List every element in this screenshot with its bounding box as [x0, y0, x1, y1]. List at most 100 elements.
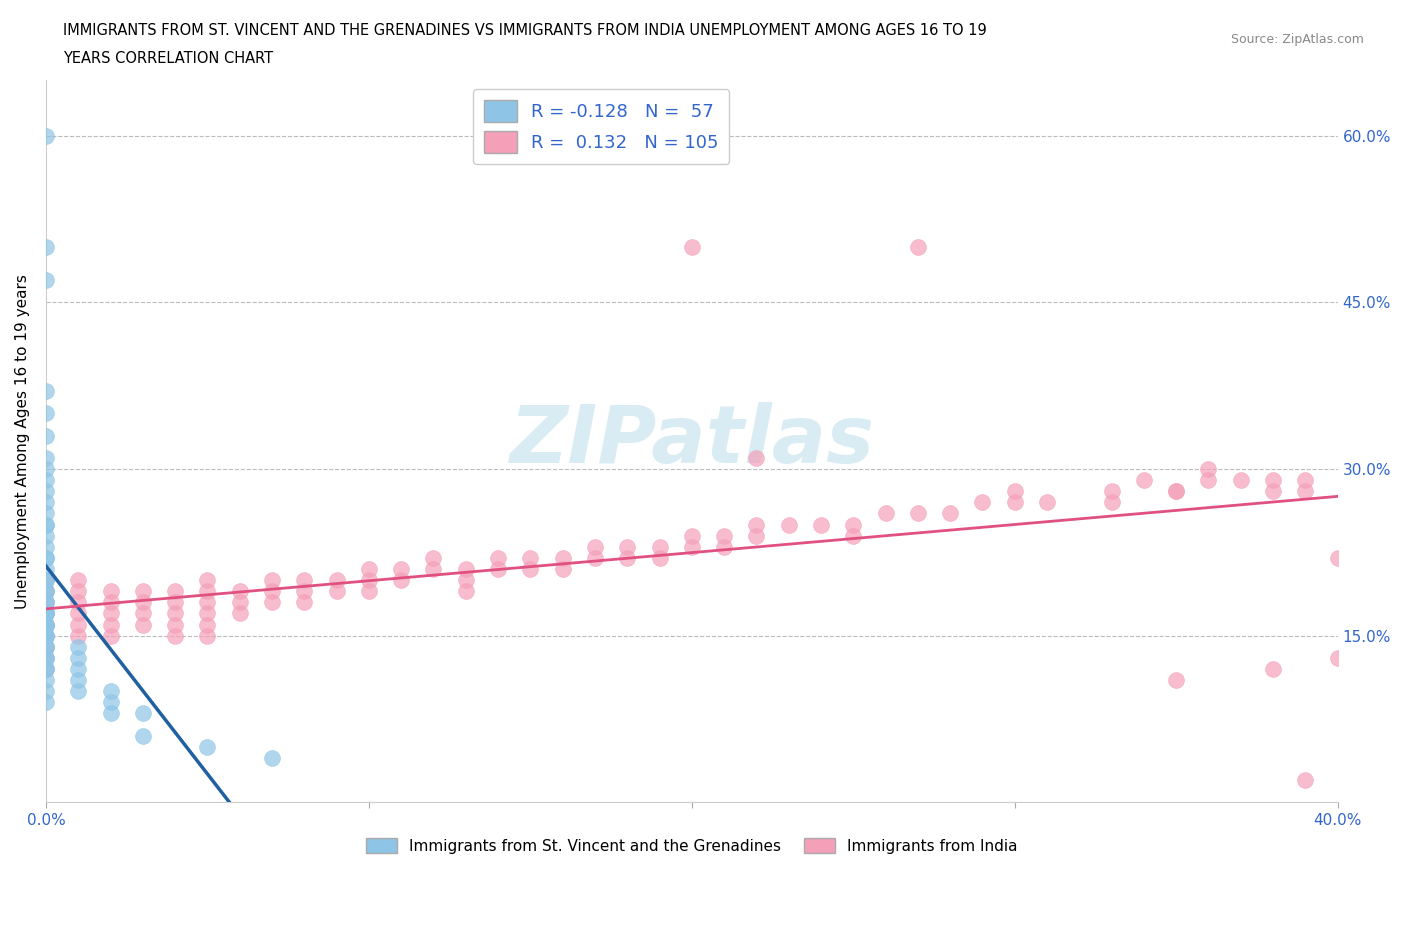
Point: [1294, 484, 1316, 498]
Point: [35, 606, 58, 621]
Point: [35, 551, 58, 565]
Point: [745, 450, 768, 465]
Point: [875, 506, 897, 521]
Point: [1326, 650, 1348, 665]
Point: [165, 606, 187, 621]
Point: [100, 629, 122, 644]
Point: [616, 551, 638, 565]
Point: [1133, 472, 1156, 487]
Point: [35, 650, 58, 665]
Point: [681, 528, 703, 543]
Point: [260, 584, 283, 599]
Point: [745, 528, 768, 543]
Point: [35, 640, 58, 655]
Point: [810, 517, 832, 532]
Point: [35, 128, 58, 143]
Point: [35, 472, 58, 487]
Point: [67, 629, 90, 644]
Point: [228, 606, 250, 621]
Point: [1166, 484, 1188, 498]
Point: [357, 562, 380, 577]
Y-axis label: Unemployment Among Ages 16 to 19 years: Unemployment Among Ages 16 to 19 years: [15, 273, 30, 608]
Point: [165, 595, 187, 610]
Point: [132, 618, 155, 632]
Point: [389, 562, 412, 577]
Point: [67, 606, 90, 621]
Point: [35, 573, 58, 588]
Point: [422, 551, 444, 565]
Point: [132, 706, 155, 721]
Point: [35, 450, 58, 465]
Point: [1261, 472, 1284, 487]
Point: [583, 551, 606, 565]
Text: YEARS CORRELATION CHART: YEARS CORRELATION CHART: [63, 51, 273, 66]
Point: [165, 584, 187, 599]
Point: [292, 595, 315, 610]
Point: [35, 640, 58, 655]
Point: [35, 661, 58, 676]
Point: [1294, 472, 1316, 487]
Point: [519, 562, 541, 577]
Point: [260, 751, 283, 765]
Point: [35, 618, 58, 632]
Point: [35, 551, 58, 565]
Point: [907, 506, 929, 521]
Point: [357, 584, 380, 599]
Point: [35, 595, 58, 610]
Point: [1229, 472, 1251, 487]
Point: [842, 528, 865, 543]
Point: [35, 618, 58, 632]
Point: [35, 528, 58, 543]
Point: [1101, 484, 1123, 498]
Point: [132, 728, 155, 743]
Point: [35, 618, 58, 632]
Point: [519, 551, 541, 565]
Text: ZIPatlas: ZIPatlas: [509, 403, 875, 480]
Point: [35, 618, 58, 632]
Point: [35, 606, 58, 621]
Point: [292, 573, 315, 588]
Point: [486, 551, 509, 565]
Point: [1166, 484, 1188, 498]
Point: [35, 595, 58, 610]
Point: [165, 618, 187, 632]
Point: [35, 239, 58, 254]
Point: [228, 584, 250, 599]
Point: [35, 584, 58, 599]
Point: [260, 573, 283, 588]
Point: [197, 584, 219, 599]
Text: Source: ZipAtlas.com: Source: ZipAtlas.com: [1230, 33, 1364, 46]
Point: [1261, 661, 1284, 676]
Point: [583, 539, 606, 554]
Point: [35, 629, 58, 644]
Point: [228, 595, 250, 610]
Point: [745, 517, 768, 532]
Legend: Immigrants from St. Vincent and the Grenadines, Immigrants from India: Immigrants from St. Vincent and the Gren…: [360, 831, 1024, 859]
Point: [1004, 495, 1026, 510]
Point: [1004, 484, 1026, 498]
Point: [972, 495, 994, 510]
Point: [1198, 472, 1220, 487]
Point: [35, 640, 58, 655]
Point: [100, 584, 122, 599]
Point: [35, 695, 58, 710]
Point: [35, 618, 58, 632]
Point: [35, 684, 58, 698]
Point: [681, 539, 703, 554]
Point: [616, 539, 638, 554]
Point: [132, 595, 155, 610]
Point: [67, 672, 90, 687]
Point: [132, 606, 155, 621]
Point: [35, 517, 58, 532]
Point: [35, 573, 58, 588]
Point: [67, 640, 90, 655]
Point: [422, 562, 444, 577]
Point: [35, 606, 58, 621]
Point: [35, 272, 58, 287]
Point: [551, 551, 574, 565]
Point: [1198, 461, 1220, 476]
Point: [907, 239, 929, 254]
Point: [1294, 773, 1316, 788]
Point: [1101, 495, 1123, 510]
Point: [35, 584, 58, 599]
